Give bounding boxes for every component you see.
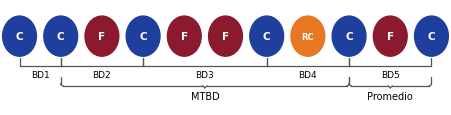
Ellipse shape [414,17,448,57]
Ellipse shape [373,17,407,57]
Ellipse shape [126,17,160,57]
Ellipse shape [332,17,366,57]
Text: BD4: BD4 [299,70,317,79]
Ellipse shape [85,17,119,57]
Text: F: F [98,32,106,42]
Text: F: F [387,32,394,42]
Text: F: F [222,32,229,42]
Text: C: C [263,32,271,42]
Text: C: C [428,32,435,42]
Ellipse shape [3,17,37,57]
Text: BD2: BD2 [92,70,111,79]
Text: BD1: BD1 [31,70,50,79]
Text: C: C [345,32,353,42]
Text: F: F [181,32,188,42]
Ellipse shape [167,17,201,57]
Ellipse shape [250,17,284,57]
Text: C: C [139,32,147,42]
Ellipse shape [291,17,325,57]
Text: Promedio: Promedio [368,91,413,101]
Ellipse shape [209,17,242,57]
Text: C: C [57,32,64,42]
Text: BD3: BD3 [196,70,214,79]
Text: MTBD: MTBD [190,91,219,101]
Text: RC: RC [302,32,314,41]
Text: BD5: BD5 [381,70,400,79]
Text: C: C [16,32,23,42]
Ellipse shape [44,17,78,57]
